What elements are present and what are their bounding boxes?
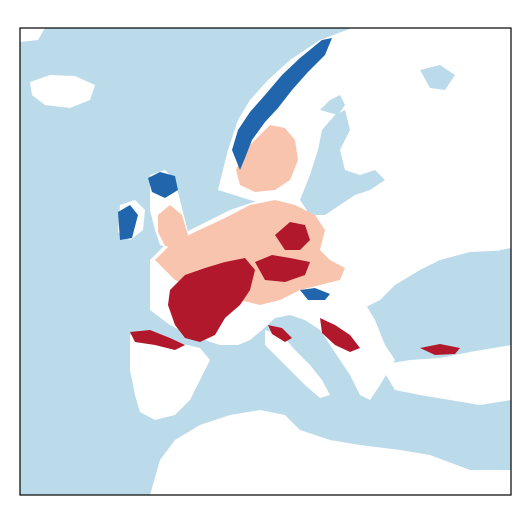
- dark-red-black-sea-coast: [420, 344, 460, 355]
- baltic-sea: [300, 110, 385, 215]
- white-sea: [420, 65, 455, 90]
- zone-blue: [118, 38, 332, 300]
- inland-seas: [290, 65, 511, 376]
- land-north-africa: [150, 410, 511, 495]
- gulf-of-bothnia: [320, 95, 345, 115]
- dark-red-central: [255, 255, 310, 282]
- land-greenland-corner: [20, 28, 45, 42]
- dark-red-france: [168, 258, 255, 342]
- caspian-edge: [500, 248, 511, 300]
- light-red-scandinavia: [236, 125, 298, 192]
- land-scandinavia-russia: [218, 28, 511, 310]
- black-sea: [400, 318, 485, 356]
- adriatic-sea: [290, 330, 328, 376]
- dark-red-adriatic: [268, 325, 292, 342]
- blue-scotland: [148, 172, 178, 198]
- map-frame-border: [19, 27, 512, 496]
- land-iceland: [30, 75, 95, 108]
- dark-red-balkans: [320, 318, 360, 352]
- blue-ireland: [118, 205, 138, 240]
- land-italy: [265, 330, 330, 398]
- zone-dark-red: [130, 222, 460, 355]
- dark-red-poland: [275, 222, 310, 250]
- dark-red-iberia-north: [130, 330, 185, 350]
- blue-norway-coast: [232, 38, 332, 170]
- land-iberia: [130, 335, 210, 420]
- blue-alps: [300, 288, 330, 300]
- light-red-britain: [158, 205, 188, 248]
- land-anatolia: [380, 345, 511, 405]
